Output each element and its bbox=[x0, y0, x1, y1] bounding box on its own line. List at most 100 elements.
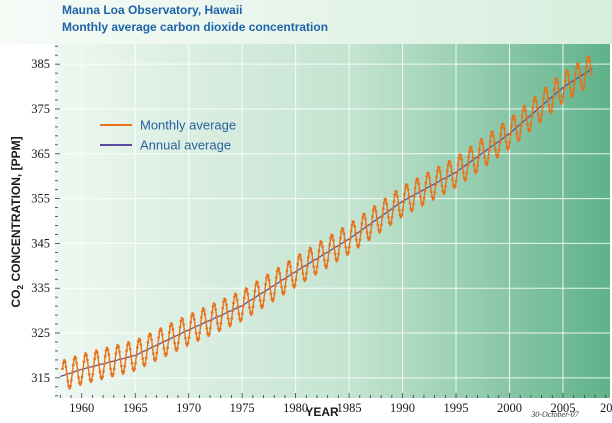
monthly-point-381 bbox=[400, 213, 404, 217]
monthly-point-527 bbox=[530, 114, 534, 118]
monthly-point-323 bbox=[348, 238, 352, 241]
monthly-point-111 bbox=[160, 328, 163, 332]
x-tick-label-1970: 1970 bbox=[176, 401, 201, 415]
monthly-point-159 bbox=[202, 308, 206, 312]
monthly-point-273 bbox=[304, 277, 308, 281]
monthly-point-21 bbox=[79, 381, 83, 384]
monthly-point-237 bbox=[272, 297, 275, 301]
monthly-point-291 bbox=[320, 240, 324, 244]
monthly-point-42 bbox=[98, 370, 102, 373]
monthly-point-473 bbox=[482, 148, 486, 152]
monthly-point-531 bbox=[534, 96, 537, 99]
monthly-point-377 bbox=[396, 201, 400, 205]
monthly-point-313 bbox=[339, 230, 343, 233]
monthly-point-30 bbox=[87, 373, 91, 376]
monthly-point-471 bbox=[480, 138, 484, 142]
x-tick-label-1975: 1975 bbox=[230, 401, 255, 415]
y-tick-label-345: 345 bbox=[31, 236, 50, 250]
monthly-point-441 bbox=[453, 184, 457, 188]
monthly-point-107 bbox=[156, 343, 160, 347]
monthly-point-179 bbox=[220, 314, 224, 318]
monthly-point-11 bbox=[70, 371, 74, 375]
monthly-point-58 bbox=[112, 367, 116, 371]
monthly-point-192 bbox=[232, 301, 235, 305]
monthly-point-116 bbox=[164, 354, 168, 357]
monthly-point-4 bbox=[64, 365, 68, 369]
monthly-point-262 bbox=[294, 278, 298, 282]
monthly-point-303 bbox=[331, 234, 334, 238]
monthly-point-205 bbox=[243, 290, 247, 293]
monthly-point-528 bbox=[531, 106, 535, 110]
monthly-point-183 bbox=[224, 298, 227, 302]
monthly-point-119 bbox=[167, 338, 170, 342]
series-monthly-average-points bbox=[61, 55, 593, 390]
series-annual-average-line bbox=[60, 68, 593, 378]
monthly-point-93 bbox=[143, 362, 147, 366]
monthly-point-373 bbox=[393, 193, 397, 197]
monthly-point-565 bbox=[564, 72, 568, 76]
monthly-point-420 bbox=[435, 175, 438, 179]
monthly-point-250 bbox=[283, 285, 287, 288]
monthly-point-498 bbox=[504, 140, 508, 144]
monthly-point-52 bbox=[107, 353, 111, 356]
monthly-point-277 bbox=[307, 249, 311, 253]
monthly-point-414 bbox=[429, 190, 433, 193]
monthly-point-388 bbox=[406, 188, 410, 191]
monthly-point-372 bbox=[392, 199, 396, 203]
monthly-point-167 bbox=[209, 319, 213, 322]
monthly-point-198 bbox=[237, 312, 241, 316]
monthly-point-423 bbox=[437, 166, 441, 170]
monthly-point-106 bbox=[155, 351, 159, 355]
monthly-point-346 bbox=[369, 230, 373, 234]
monthly-point-221 bbox=[257, 292, 261, 296]
monthly-point-285 bbox=[315, 270, 318, 274]
monthly-point-34 bbox=[91, 372, 95, 376]
monthly-point-402 bbox=[419, 196, 422, 199]
monthly-point-267 bbox=[298, 254, 302, 257]
monthly-point-544 bbox=[545, 90, 549, 94]
monthly-point-195 bbox=[234, 293, 238, 297]
monthly-point-552 bbox=[552, 88, 556, 91]
monthly-point-276 bbox=[306, 256, 310, 259]
monthly-point-39 bbox=[95, 350, 99, 354]
monthly-point-522 bbox=[526, 122, 529, 126]
monthly-point-166 bbox=[209, 326, 212, 330]
monthly-point-359 bbox=[380, 215, 384, 219]
monthly-point-443 bbox=[455, 171, 459, 175]
monthly-point-114 bbox=[162, 347, 166, 350]
monthly-point-514 bbox=[518, 131, 522, 135]
monthly-point-180 bbox=[221, 306, 225, 310]
x-tick-label-1985: 1985 bbox=[337, 401, 362, 415]
monthly-point-96 bbox=[146, 341, 150, 344]
tick-marks bbox=[55, 45, 607, 398]
monthly-point-121 bbox=[168, 324, 172, 328]
monthly-point-348 bbox=[371, 214, 374, 218]
monthly-point-104 bbox=[153, 359, 157, 363]
monthly-point-504 bbox=[510, 124, 513, 128]
x-tick-label-1980: 1980 bbox=[283, 401, 308, 415]
monthly-point-525 bbox=[528, 128, 532, 131]
monthly-point-12 bbox=[71, 363, 75, 367]
monthly-point-325 bbox=[350, 223, 354, 227]
monthly-point-149 bbox=[193, 324, 197, 328]
monthly-point-557 bbox=[557, 87, 561, 91]
monthly-point-300 bbox=[328, 243, 332, 246]
legend-label-monthly: Monthly average bbox=[140, 118, 236, 133]
monthly-point-261 bbox=[293, 284, 297, 287]
monthly-point-123 bbox=[170, 323, 174, 327]
monthly-point-444 bbox=[456, 163, 460, 167]
monthly-point-330 bbox=[355, 238, 358, 242]
monthly-point-407 bbox=[423, 189, 427, 192]
date-note: 30-October-07 bbox=[530, 410, 579, 419]
monthly-point-496 bbox=[502, 127, 506, 130]
monthly-point-467 bbox=[477, 156, 480, 160]
monthly-point-201 bbox=[240, 317, 243, 321]
y-tick-label-315: 315 bbox=[31, 371, 50, 385]
monthly-point-408 bbox=[424, 181, 428, 184]
monthly-point-492 bbox=[499, 132, 503, 136]
monthly-point-45 bbox=[101, 375, 104, 379]
monthly-point-397 bbox=[414, 180, 418, 184]
monthly-point-301 bbox=[329, 236, 332, 240]
monthly-point-16 bbox=[75, 361, 79, 365]
monthly-point-322 bbox=[347, 245, 351, 249]
